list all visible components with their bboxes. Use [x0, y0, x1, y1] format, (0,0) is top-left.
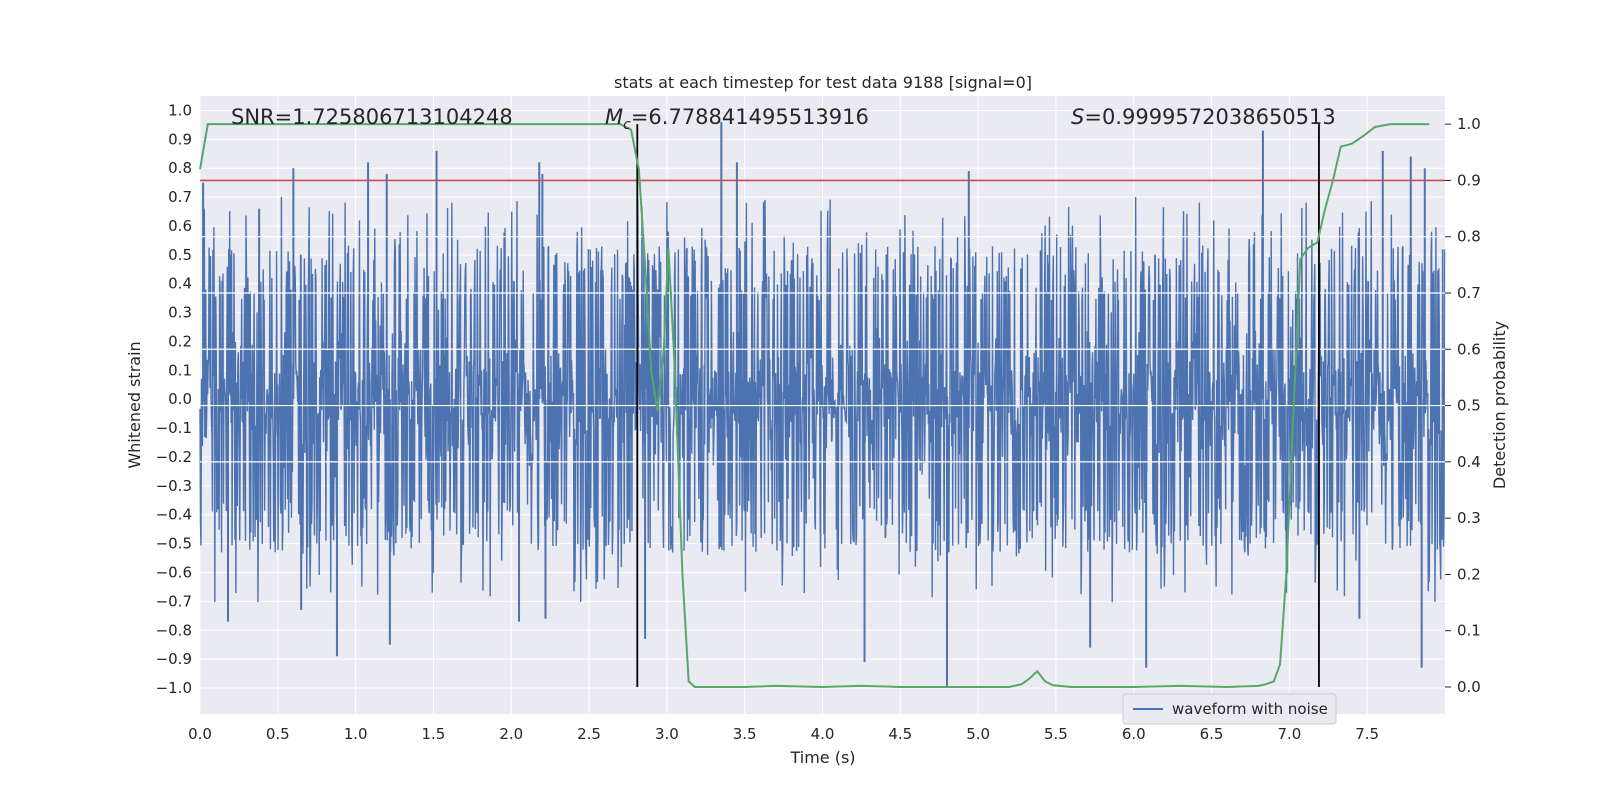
y-left-tick-labels: 1.0 0.9 0.8 0.7 0.6 0.5 0.4 0.3 0.2 0.1 0.0 −0.1 −0.… [156, 101, 192, 697]
y-right-tick-label: 0.4 [1457, 453, 1481, 471]
y-left-tick-label: 0.0 [168, 390, 192, 408]
x-tick-label: 6.0 [1122, 725, 1146, 743]
y-right-tick-label: 0.6 [1457, 340, 1481, 358]
y-left-tick-label: −0.1 [156, 419, 192, 437]
x-tick-label: 4.0 [811, 725, 835, 743]
x-tick-label: 1.5 [422, 725, 446, 743]
y-left-tick-label: −0.2 [156, 448, 192, 466]
y-right-tick-label: 1.0 [1457, 115, 1481, 133]
x-tick-labels: 0.0 0.5 1.0 1.5 2.0 2.5 3.0 3.5 4.0 4.5 5.0 5.5 6.0 6… [188, 725, 1379, 743]
y-left-axis-label: Whitened strain [125, 341, 144, 468]
y-right-tick-label: 0.9 [1457, 171, 1481, 189]
snr-annotation: SNR=1.725806713104248 [231, 105, 513, 129]
x-tick-label: 7.5 [1355, 725, 1379, 743]
x-tick-label: 5.0 [966, 725, 990, 743]
y-left-tick-label: −0.6 [156, 563, 192, 581]
y-left-tick-label: −0.9 [156, 650, 192, 668]
x-tick-label: 1.0 [344, 725, 368, 743]
y-left-tick-label: −0.5 [156, 535, 192, 553]
legend-box [1122, 693, 1337, 725]
x-tick-label: 4.5 [888, 725, 912, 743]
waveform-series [199, 121, 1446, 689]
y-right-tick-label: 0.8 [1457, 228, 1481, 246]
y-left-tick-label: 0.9 [168, 130, 192, 148]
x-tick-label: 3.5 [733, 725, 757, 743]
y-left-tick-label: 0.1 [168, 361, 192, 379]
legend-label-waveform: waveform with noise [1172, 700, 1328, 718]
y-right-tick-label: 0.2 [1457, 565, 1481, 583]
y-right-axis-label: Detection probability [1490, 321, 1509, 489]
y-left-tick-label: −0.8 [156, 621, 192, 639]
y-left-tick-label: 0.2 [168, 332, 192, 350]
waveform-noise-trace [199, 196, 1446, 603]
x-tick-label: 0.0 [188, 725, 212, 743]
y-left-tick-label: 0.8 [168, 159, 192, 177]
x-tick-label: 3.0 [655, 725, 679, 743]
y-left-tick-label: −0.4 [156, 506, 192, 524]
y-right-tick-label: 0.5 [1457, 397, 1481, 415]
legend: waveform with noise [1122, 693, 1337, 725]
y-right-tick-label: 0.1 [1457, 622, 1481, 640]
y-left-tick-label: 0.3 [168, 304, 192, 322]
x-tick-label: 7.0 [1277, 725, 1301, 743]
chirp-mass-annotation: Mc=6.778841495513916 [605, 105, 869, 133]
vertical-markers [636, 124, 1320, 687]
y-left-tick-label: −0.7 [156, 592, 192, 610]
x-tick-label: 6.5 [1200, 725, 1224, 743]
y-right-tick-label: 0.3 [1457, 509, 1481, 527]
x-axis-label: Time (s) [789, 748, 855, 767]
y-left-tick-label: −1.0 [156, 679, 192, 697]
chart-title: stats at each timestep for test data 918… [614, 73, 1032, 92]
y-right-tick-label: 0.0 [1457, 678, 1481, 696]
y-left-tick-label: 0.5 [168, 246, 192, 264]
x-tick-label: 0.5 [266, 725, 290, 743]
x-tick-label: 2.0 [499, 725, 523, 743]
s-annotation: S=0.9999572038650513 [1071, 105, 1336, 129]
y-right-tick-labels: 1.0 0.9 0.8 0.7 0.6 0.5 0.4 0.3 0.2 0.1 0.0 [1445, 115, 1481, 696]
y-left-tick-label: 0.6 [168, 217, 192, 235]
y-right-tick-label: 0.7 [1457, 284, 1481, 302]
detection-probability-line [199, 123, 1430, 688]
y-left-tick-label: −0.3 [156, 477, 192, 495]
x-tick-label: 5.5 [1044, 725, 1068, 743]
y-left-tick-label: 1.0 [168, 101, 192, 119]
y-left-tick-label: 0.4 [168, 275, 192, 293]
x-tick-label: 2.5 [577, 725, 601, 743]
y-left-tick-label: 0.7 [168, 188, 192, 206]
